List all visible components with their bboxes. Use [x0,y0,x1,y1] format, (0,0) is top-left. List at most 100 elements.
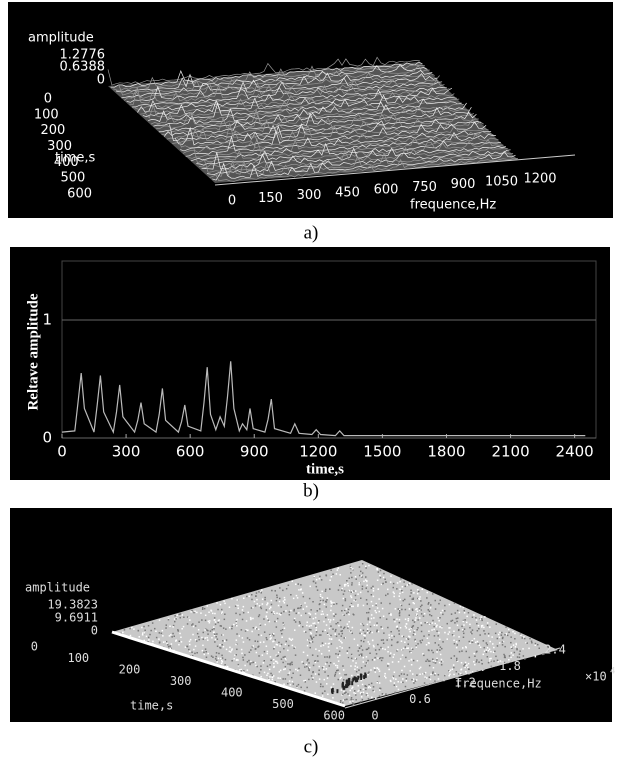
surface-speckle [417,643,419,645]
surface-speckle [415,617,417,619]
surface-speckle [413,634,415,636]
surface-speckle [329,580,331,582]
surface-speckle [419,596,421,598]
surface-speckle [217,622,219,624]
surface-speckle [349,701,351,703]
surface-speckle [325,663,327,665]
y-tick-label: 200 [119,663,141,677]
surface-speckle [224,640,226,642]
surface-speckle [463,633,465,635]
surface-speckle [335,653,337,655]
surface-speckle [189,619,191,621]
surface-speckle [171,643,173,645]
surface-speckle [502,644,504,646]
surface-speckle [406,627,408,629]
surface-speckle [382,657,384,659]
surface-speckle [495,633,497,635]
surface-speckle [371,683,373,685]
surface-speckle [490,641,492,643]
surface-speckle [468,663,470,665]
surface-speckle [285,610,287,612]
surface-speckle [183,617,185,619]
surface-speckle [348,657,350,659]
surface-speckle [412,649,414,651]
surface-speckle [130,635,132,637]
surface-speckle [352,633,354,635]
surface-speckle [149,634,151,636]
surface-speckle [402,682,404,684]
surface-speckle [202,607,204,609]
surface-speckle [469,624,471,626]
surface-speckle [362,586,364,588]
surface-speckle [397,626,399,628]
surface-speckle [393,596,395,598]
surface-speckle [315,613,317,615]
surface-speckle [346,699,348,701]
surface-speckle [367,603,369,605]
surface-speckle [285,678,287,680]
surface-speckle [268,679,270,681]
surface-speckle [276,597,278,599]
surface-speckle [510,657,512,659]
surface-speckle [313,581,315,583]
surface-speckle [376,653,378,655]
surface-speckle [214,617,216,619]
surface-speckle [439,662,441,664]
surface-speckle [285,668,287,670]
surface-speckle [213,631,215,633]
surface-speckle [430,674,432,676]
surface-speckle [361,575,363,577]
surface-speckle [220,604,222,606]
surface-speckle [238,608,240,610]
surface-speckle [258,616,260,618]
surface-speckle [173,625,175,627]
surface-speckle [245,630,247,632]
surface-speckle [348,621,350,623]
surface-speckle [441,659,443,661]
surface-speckle [302,626,304,628]
surface-speckle [142,632,144,634]
surface-speckle [456,641,458,643]
surface-speckle [369,653,371,655]
surface-speckle [369,621,371,623]
surface-speckle [279,671,281,673]
surface-speckle [301,605,303,607]
y-tick-label: 0 [42,429,52,447]
surface-speckle [207,630,209,632]
surface-speckle [267,651,269,653]
surface-speckle [399,581,401,583]
surface-speckle [292,645,294,647]
surface-speckle [329,643,331,645]
surface-speckle [385,693,387,695]
surface-speckle [444,675,446,677]
surface-speckle [452,634,454,636]
surface-speckle [343,598,345,600]
surface-speckle [409,604,411,606]
surface-speckle [356,578,358,580]
surface-speckle [179,614,181,616]
surface-speckle [376,631,378,633]
surface-speckle [480,618,482,620]
surface-speckle [348,626,350,628]
surface-speckle [420,609,422,611]
surface-speckle [341,689,343,691]
surface-speckle [287,674,289,676]
surface-speckle [337,657,339,659]
surface-speckle [383,616,385,618]
surface-speckle [399,599,401,601]
surface-speckle [386,618,388,620]
surface-speckle [182,614,184,616]
surface-speckle [466,647,468,649]
x-tick-label: 1050 [485,174,518,189]
x-axis-label: frequence,Hz [410,198,496,213]
surface-speckle [346,680,348,684]
surface-speckle [421,625,423,627]
surface-speckle [279,587,281,589]
surface-speckle [425,672,427,674]
surface-speckle [413,592,415,594]
surface-speckle [402,654,404,656]
surface-speckle [159,632,161,634]
surface-speckle [204,629,206,631]
surface-speckle [505,626,507,628]
surface-speckle [457,617,459,619]
